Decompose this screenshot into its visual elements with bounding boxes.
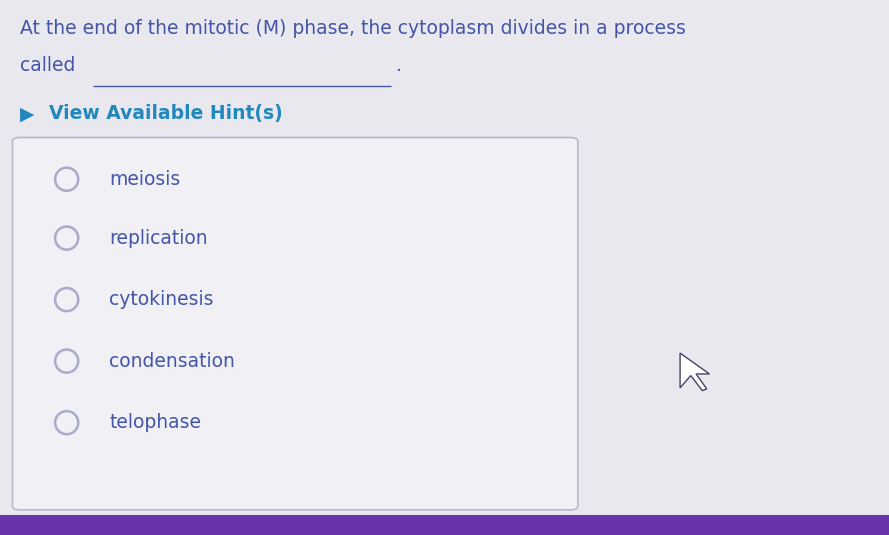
Text: ▶: ▶ bbox=[20, 104, 34, 124]
Bar bbox=[0, 515, 889, 535]
Text: At the end of the mitotic (M) phase, the cytoplasm divides in a process: At the end of the mitotic (M) phase, the… bbox=[20, 19, 685, 38]
Text: .: . bbox=[396, 56, 402, 75]
Text: telophase: telophase bbox=[109, 413, 201, 432]
Text: called: called bbox=[20, 56, 75, 75]
Text: replication: replication bbox=[109, 228, 208, 248]
Text: cytokinesis: cytokinesis bbox=[109, 290, 214, 309]
Text: meiosis: meiosis bbox=[109, 170, 180, 189]
Polygon shape bbox=[680, 353, 709, 391]
FancyBboxPatch shape bbox=[12, 137, 578, 510]
Text: condensation: condensation bbox=[109, 351, 236, 371]
Text: View Available Hint(s): View Available Hint(s) bbox=[49, 104, 283, 124]
